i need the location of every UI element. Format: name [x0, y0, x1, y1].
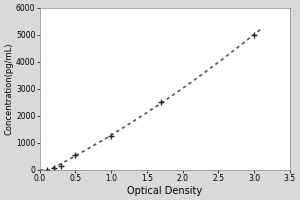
X-axis label: Optical Density: Optical Density	[127, 186, 202, 196]
Y-axis label: Concentration(pg/mL): Concentration(pg/mL)	[4, 43, 13, 135]
